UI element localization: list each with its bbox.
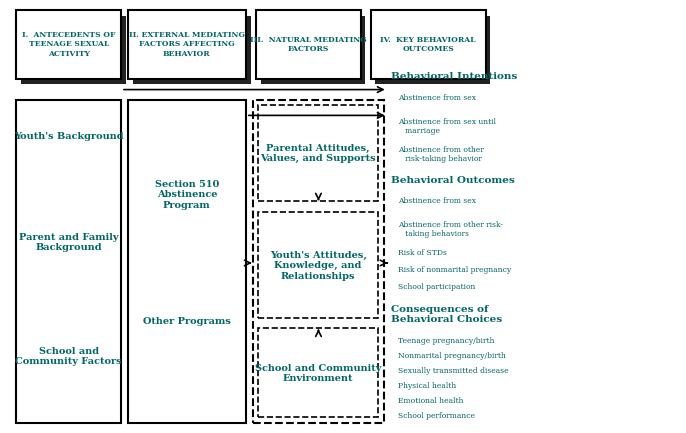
- Text: Parental Attitudes,
Values, and Supports: Parental Attitudes, Values, and Supports: [260, 144, 376, 163]
- Bar: [375, 16, 490, 84]
- Text: Youth's Attitudes,
Knowledge, and
Relationships: Youth's Attitudes, Knowledge, and Relati…: [270, 251, 366, 281]
- Bar: [370, 10, 486, 79]
- Bar: [132, 16, 250, 84]
- Bar: [128, 10, 246, 79]
- Text: I.  ANTECEDENTS OF
TEENAGE SEXUAL
ACTIVITY: I. ANTECEDENTS OF TEENAGE SEXUAL ACTIVIT…: [22, 31, 115, 58]
- Bar: [128, 100, 246, 423]
- Text: School participation: School participation: [398, 283, 475, 291]
- Text: Consequences of
Behavioral Choices: Consequences of Behavioral Choices: [391, 305, 502, 324]
- Bar: [16, 100, 121, 423]
- Text: Behavioral Intentions: Behavioral Intentions: [391, 72, 517, 81]
- Text: Physical health: Physical health: [398, 382, 456, 390]
- Text: Abstinence from sex: Abstinence from sex: [398, 94, 476, 102]
- Text: IV.  KEY BEHAVIORAL
OUTCOMES: IV. KEY BEHAVIORAL OUTCOMES: [381, 36, 476, 53]
- Bar: [261, 16, 366, 84]
- Text: Section 510
Abstinence
Program: Section 510 Abstinence Program: [154, 180, 219, 210]
- Text: Risk of STDs: Risk of STDs: [398, 249, 447, 257]
- Text: Parent and Family
Background: Parent and Family Background: [19, 233, 119, 252]
- Bar: [258, 105, 378, 201]
- Bar: [252, 100, 384, 423]
- Text: III.  NATURAL MEDIATING
FACTORS: III. NATURAL MEDIATING FACTORS: [250, 36, 367, 53]
- Text: Risk of nonmarital pregnancy: Risk of nonmarital pregnancy: [398, 266, 511, 274]
- Bar: [21, 16, 126, 84]
- Text: Abstinence from sex until
   marriage: Abstinence from sex until marriage: [398, 117, 496, 135]
- Bar: [258, 212, 378, 317]
- Text: Abstinence from other
   risk-taking behavior: Abstinence from other risk-taking behavi…: [398, 145, 484, 163]
- Text: School performance: School performance: [398, 412, 475, 420]
- Text: Other Programs: Other Programs: [143, 317, 230, 326]
- Text: Behavioral Outcomes: Behavioral Outcomes: [391, 176, 514, 184]
- Text: Abstinence from other risk-
   taking behaviors: Abstinence from other risk- taking behav…: [398, 221, 503, 238]
- Text: II. EXTERNAL MEDIATING
FACTORS AFFECTING
BEHAVIOR: II. EXTERNAL MEDIATING FACTORS AFFECTING…: [129, 31, 245, 58]
- Text: Youth's Background: Youth's Background: [14, 132, 123, 142]
- Text: Emotional health: Emotional health: [398, 397, 463, 405]
- Text: Nonmarital pregnancy/birth: Nonmarital pregnancy/birth: [398, 352, 506, 360]
- Bar: [258, 328, 378, 417]
- Text: School and Community
Environment: School and Community Environment: [255, 364, 381, 383]
- Text: Abstinence from sex: Abstinence from sex: [398, 197, 476, 205]
- Text: Sexually transmitted disease: Sexually transmitted disease: [398, 367, 508, 375]
- Text: Teenage pregnancy/birth: Teenage pregnancy/birth: [398, 337, 495, 345]
- Bar: [256, 10, 361, 79]
- Text: School and
Community Factors: School and Community Factors: [15, 347, 122, 366]
- Bar: [16, 10, 121, 79]
